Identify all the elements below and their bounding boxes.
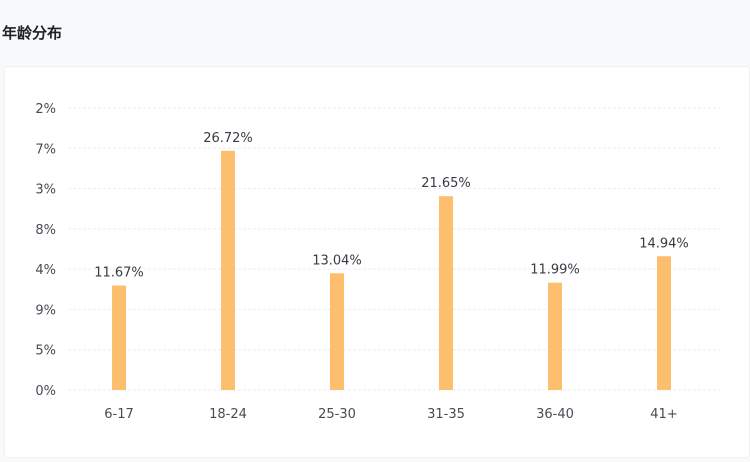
y-tick-label: 8% — [35, 223, 56, 238]
y-tick-label: 9% — [35, 303, 56, 318]
bar — [330, 273, 344, 390]
y-tick-label: 3% — [35, 183, 56, 198]
x-tick-label: 36-40 — [536, 407, 574, 422]
y-tick-label: 5% — [35, 344, 56, 359]
chart-title: 年龄分布 — [2, 24, 63, 42]
data-label: 26.72% — [203, 131, 253, 146]
bar — [112, 285, 126, 390]
data-label: 11.99% — [530, 263, 580, 278]
x-tick-label: 31-35 — [427, 407, 465, 422]
data-label: 14.94% — [639, 236, 689, 251]
x-tick-label: 18-24 — [209, 407, 247, 422]
data-label: 11.67% — [94, 266, 144, 281]
y-tick-label: 4% — [35, 263, 56, 278]
y-tick-label: 7% — [35, 142, 56, 157]
bar — [548, 282, 562, 390]
y-tick-label: 0% — [35, 384, 56, 399]
y-tick-label: 2% — [35, 102, 56, 117]
x-tick-label: 25-30 — [318, 407, 356, 422]
data-label: 21.65% — [421, 176, 471, 191]
bar — [657, 256, 671, 390]
x-tick-label: 6-17 — [104, 407, 134, 422]
x-tick-label: 41+ — [650, 407, 677, 422]
bar — [439, 196, 453, 390]
data-label: 13.04% — [312, 253, 362, 268]
bar — [221, 150, 235, 390]
